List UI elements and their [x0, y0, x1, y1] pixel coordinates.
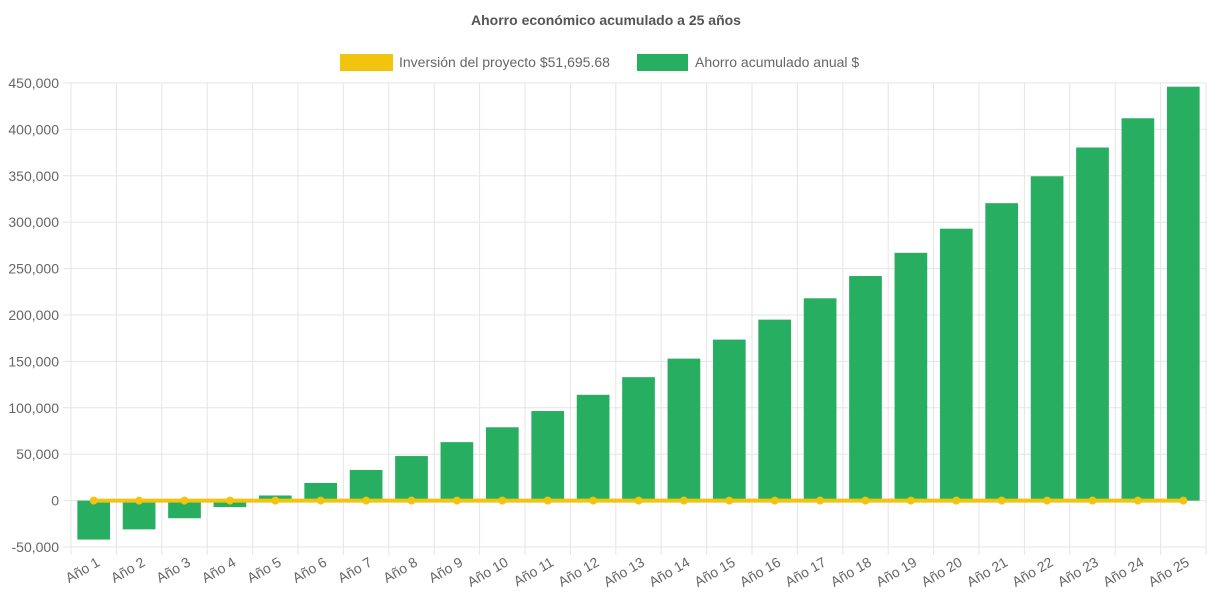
bars	[77, 86, 1200, 540]
x-tick-label: Año 4	[199, 554, 239, 586]
y-axis-ticks: 450,000 400,000 350,000 300,000 250,000 200,0…	[8, 75, 59, 555]
investment-point[interactable]	[1133, 496, 1142, 505]
legend-item-savings[interactable]: Ahorro acumulado anual $	[637, 54, 859, 71]
investment-point[interactable]	[1179, 496, 1188, 505]
investment-point[interactable]	[452, 496, 461, 505]
investment-point[interactable]	[407, 496, 416, 505]
investment-point[interactable]	[135, 496, 144, 505]
investment-point[interactable]	[498, 496, 507, 505]
x-tick-label: Año 13	[601, 554, 648, 590]
x-tick-label: Año 22	[1009, 554, 1056, 590]
investment-point[interactable]	[770, 496, 779, 505]
chart-title: Ahorro económico acumulado a 25 años	[471, 12, 741, 28]
x-tick-label: Año 15	[691, 554, 738, 590]
x-tick-label: Año 2	[108, 554, 148, 586]
investment-point[interactable]	[997, 496, 1006, 505]
investment-point[interactable]	[225, 496, 234, 505]
x-tick-label: Año 21	[964, 554, 1011, 590]
x-tick-label: Año 20	[918, 554, 965, 590]
bar[interactable]	[395, 456, 428, 501]
bar[interactable]	[622, 377, 655, 501]
legend-swatch-savings	[637, 54, 688, 71]
x-axis-ticks: Año 1 Año 2 Año 3 Año 4 Año 5 Año 6 Año 7 Año 8…	[63, 554, 1192, 590]
y-tick-label: 250,000	[8, 261, 59, 277]
bar[interactable]	[667, 358, 701, 501]
bar[interactable]	[758, 319, 792, 501]
bar[interactable]	[304, 482, 338, 501]
x-tick-label: Año 16	[737, 554, 784, 590]
x-tick-label: Año 7	[335, 554, 375, 586]
y-tick-label: 150,000	[8, 353, 59, 369]
y-tick-label: 300,000	[8, 214, 59, 230]
bar[interactable]	[939, 228, 973, 501]
x-tick-label: Año 1	[63, 554, 103, 586]
x-tick-label: Año 11	[511, 554, 557, 590]
legend-label-investment: Inversión del proyecto $51,695.68	[399, 54, 610, 70]
bar[interactable]	[485, 427, 519, 501]
investment-point[interactable]	[89, 496, 98, 505]
legend-swatch-investment	[340, 54, 393, 71]
x-tick-label: Año 25	[1145, 554, 1192, 590]
y-tick-label: 0	[51, 493, 59, 509]
x-tick-label: Año 10	[464, 554, 511, 590]
x-tick-label: Año 19	[873, 554, 920, 590]
gridlines	[63, 82, 1207, 555]
x-tick-label: Año 9	[426, 554, 466, 586]
investment-point[interactable]	[679, 496, 688, 505]
bar[interactable]	[168, 500, 201, 519]
x-tick-label: Año 3	[153, 554, 193, 586]
investment-point[interactable]	[271, 496, 280, 505]
bar[interactable]	[122, 500, 156, 530]
investment-line	[89, 496, 1188, 505]
investment-point[interactable]	[1088, 496, 1097, 505]
y-tick-label: 100,000	[8, 400, 59, 416]
bar[interactable]	[894, 252, 928, 501]
y-tick-label: 50,000	[16, 446, 59, 462]
bar[interactable]	[349, 469, 383, 501]
investment-point[interactable]	[589, 496, 598, 505]
investment-point[interactable]	[906, 496, 915, 505]
x-tick-label: Año 18	[828, 554, 875, 590]
bar[interactable]	[576, 394, 610, 501]
legend: Inversión del proyecto $51,695.68 Ahorro…	[340, 54, 859, 71]
x-tick-label: Año 17	[782, 554, 829, 590]
investment-point[interactable]	[543, 496, 552, 505]
x-tick-label: Año 14	[646, 554, 693, 590]
x-tick-label: Año 8	[380, 554, 420, 586]
legend-item-investment[interactable]: Inversión del proyecto $51,695.68	[340, 54, 610, 71]
legend-label-savings: Ahorro acumulado anual $	[695, 54, 859, 70]
investment-point[interactable]	[634, 496, 643, 505]
bar[interactable]	[712, 339, 746, 501]
bar[interactable]	[440, 442, 474, 501]
investment-point[interactable]	[362, 496, 371, 505]
y-tick-label: 400,000	[8, 121, 59, 137]
bar[interactable]	[985, 203, 1019, 501]
bar[interactable]	[531, 411, 565, 501]
y-tick-label: -50,000	[12, 539, 60, 555]
y-tick-label: 200,000	[8, 307, 59, 323]
bar[interactable]	[1030, 176, 1064, 501]
investment-point[interactable]	[952, 496, 961, 505]
x-tick-label: Año 23	[1055, 554, 1102, 590]
investment-point[interactable]	[816, 496, 825, 505]
y-tick-label: 350,000	[8, 168, 59, 184]
bar[interactable]	[1076, 147, 1109, 501]
x-tick-label: Año 24	[1100, 554, 1147, 590]
investment-point[interactable]	[316, 496, 325, 505]
bar[interactable]	[77, 500, 111, 540]
bar[interactable]	[1166, 86, 1200, 501]
x-tick-label: Año 5	[244, 554, 284, 586]
bar[interactable]	[803, 298, 837, 501]
bar[interactable]	[1121, 118, 1155, 501]
x-tick-label: Año 6	[290, 554, 330, 586]
investment-point[interactable]	[180, 496, 189, 505]
y-tick-label: 450,000	[8, 75, 59, 91]
investment-point[interactable]	[725, 496, 734, 505]
bar[interactable]	[849, 276, 882, 501]
x-tick-label: Año 12	[555, 554, 602, 590]
investment-point[interactable]	[1043, 496, 1052, 505]
investment-point[interactable]	[861, 496, 870, 505]
